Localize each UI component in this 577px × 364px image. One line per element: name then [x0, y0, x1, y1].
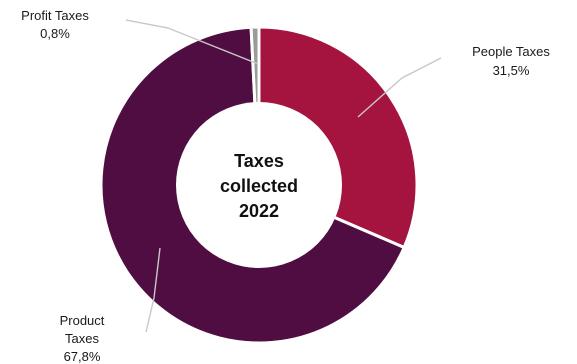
label-people-taxes-value: 31,5%	[493, 63, 530, 78]
leader-line-profit-taxes	[125, 19, 259, 65]
center-label-line-3: 2022	[239, 201, 279, 221]
label-product-taxes-name-2: Taxes	[65, 331, 99, 346]
label-people-taxes-name: People Taxes	[472, 44, 550, 59]
center-label-line-1: Taxes	[234, 151, 284, 171]
center-label-line-2: collected	[220, 176, 298, 196]
center-label: Taxes collected 2022	[220, 151, 298, 221]
label-product-taxes-name-1: Product	[60, 313, 105, 328]
leader-line-people-taxes	[357, 57, 442, 118]
label-product-taxes-value: 67,8%	[64, 349, 101, 364]
leader-line-product-taxes	[145, 247, 161, 333]
label-profit-taxes-name: Profit Taxes	[21, 8, 89, 23]
donut-hole	[176, 102, 342, 268]
label-profit-taxes-value: 0,8%	[40, 26, 70, 41]
